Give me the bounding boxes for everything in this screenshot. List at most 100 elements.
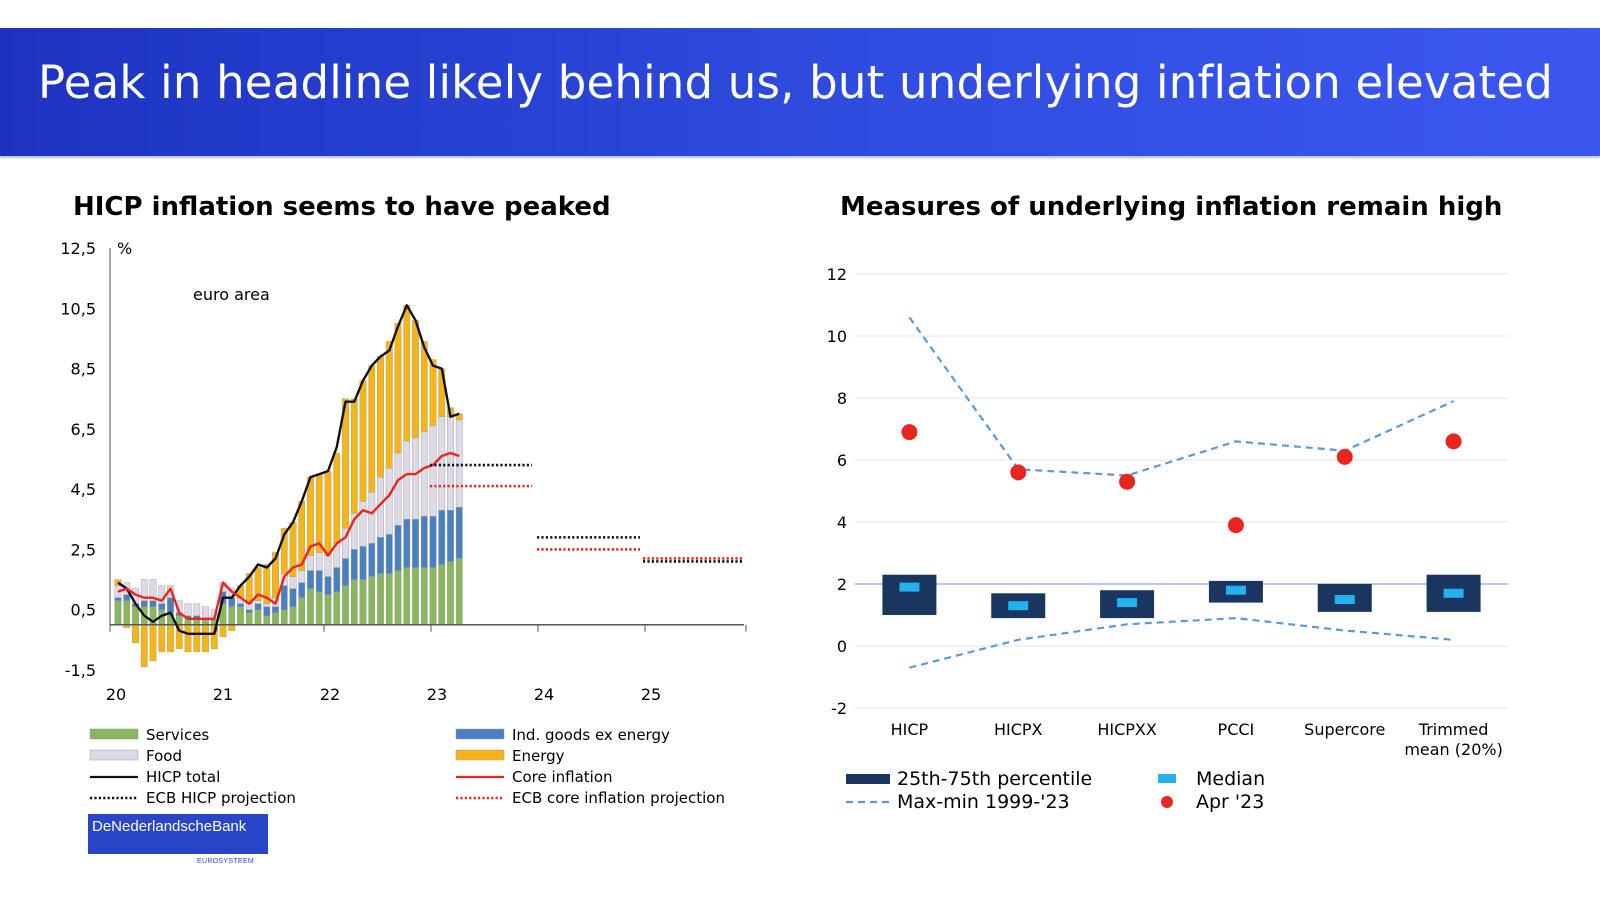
- bar-segment: [254, 567, 262, 601]
- bar-segment: [132, 606, 139, 625]
- y-tick-label: 8: [837, 389, 847, 408]
- euro-area-annotation: euro area: [193, 285, 270, 304]
- apr23-dot: [1445, 433, 1462, 450]
- bar-segment: [237, 603, 244, 607]
- bar-segment: [342, 398, 349, 529]
- line-core-inflation: [117, 451, 460, 620]
- bar-segment: [368, 365, 376, 493]
- legend-label: Core inflation: [512, 768, 613, 786]
- bar-segment: [420, 341, 428, 433]
- y-tick-label: 12: [827, 265, 847, 284]
- bar-segment: [315, 591, 323, 625]
- y-tick-label: 10,5: [60, 299, 96, 318]
- bar-segment: [114, 597, 122, 601]
- legend-label: Apr '23: [1196, 791, 1264, 813]
- legend-label: Ind. goods ex energy: [512, 726, 670, 744]
- y-tick-label: 2: [837, 575, 847, 594]
- bar-segment: [412, 320, 419, 439]
- bar-segment: [429, 516, 437, 568]
- bar-segment: [385, 341, 393, 469]
- bar-segment: [403, 440, 411, 520]
- y-tick-label: 0: [837, 637, 847, 656]
- bar-segment: [149, 579, 157, 601]
- bar-segment: [385, 573, 393, 625]
- bar-segment: [289, 588, 297, 607]
- bar-segment: [149, 600, 157, 607]
- bar-segment: [455, 507, 463, 559]
- right-chart-title: Measures of underlying inflation remain …: [840, 192, 1503, 222]
- apr23-dot: [1119, 473, 1136, 490]
- percentile-box: [882, 574, 937, 615]
- bar-segment: [272, 606, 279, 613]
- bar-segment: [184, 624, 192, 653]
- apr23-dot: [1336, 448, 1353, 465]
- bar-segment: [289, 576, 297, 589]
- legend-swatch: [846, 774, 890, 784]
- median-marker: [1117, 598, 1138, 608]
- bar-segment: [307, 588, 314, 625]
- left-chart-title: HICP inflation seems to have peaked: [73, 192, 611, 222]
- x-tick-label: 25: [641, 685, 661, 704]
- y-tick-label: -1,5: [65, 661, 96, 680]
- line-hicp-total: [117, 304, 460, 635]
- legend-swatch: [89, 749, 139, 761]
- logo-text: DeNederlandscheBank: [92, 818, 247, 835]
- bar-segment: [193, 603, 201, 616]
- bar-segment: [167, 624, 174, 653]
- bar-segment: [455, 419, 463, 508]
- y-tick-label: 6,5: [71, 420, 96, 439]
- bar-segment: [263, 615, 271, 625]
- bar-segment: [385, 467, 393, 535]
- y-tick-label: 4: [837, 513, 847, 532]
- bar-segment: [237, 606, 244, 625]
- bar-segment: [359, 501, 367, 547]
- min-range-line: [909, 616, 1454, 669]
- bar-segment: [342, 558, 349, 586]
- max-range-line: [908, 316, 1455, 477]
- bar-segment: [429, 425, 437, 517]
- bar-segment: [333, 452, 341, 544]
- bar-segment: [254, 600, 262, 604]
- bar-segment: [228, 597, 236, 607]
- bar-segment: [123, 600, 131, 625]
- legend-label: 25th-75th percentile: [897, 768, 1092, 790]
- median-marker: [1008, 601, 1029, 611]
- x-tick-label: 23: [427, 685, 447, 704]
- bar-segment: [202, 624, 209, 653]
- bar-segment: [385, 534, 393, 574]
- bar-segment: [420, 516, 428, 568]
- apr23-dot: [1227, 517, 1244, 534]
- apr23-dot: [1010, 464, 1027, 481]
- median-marker: [899, 582, 920, 592]
- bar-segment: [350, 398, 358, 514]
- legend-swatch: [455, 728, 505, 740]
- y-tick-label: 2,5: [71, 540, 96, 559]
- bar-segment: [368, 576, 376, 625]
- y-tick-label: 10: [827, 327, 847, 346]
- bar-segment: [438, 510, 446, 565]
- title-banner: Peak in headline likely behind us, but u…: [0, 28, 1600, 156]
- bar-segment: [140, 579, 148, 601]
- bar-segment: [114, 579, 122, 586]
- category-label: Trimmed: [1418, 720, 1489, 739]
- bar-segment: [158, 624, 166, 653]
- bar-segment: [263, 564, 271, 604]
- bar-segment: [412, 567, 419, 625]
- x-tick-label: 21: [213, 685, 233, 704]
- bar-segment: [377, 537, 384, 574]
- category-label: Supercore: [1304, 720, 1385, 739]
- bar-segment: [342, 585, 349, 625]
- bar-segment: [403, 567, 411, 625]
- bar-segment: [158, 603, 166, 610]
- bar-segment: [132, 624, 139, 644]
- bar-segment: [324, 555, 332, 577]
- bar-segment: [394, 525, 402, 571]
- bar-segment: [333, 591, 341, 625]
- x-tick-label: 20: [106, 685, 126, 704]
- bar-segment: [438, 564, 446, 625]
- legend-swatch: [1158, 774, 1176, 783]
- bar-segment: [350, 549, 358, 580]
- hicp-chart: 12,5 10,5 8,5 6,5 4,5 2,5 0,5 -1,5% euro area 20 2…: [60, 239, 747, 807]
- bar-segment: [167, 597, 174, 613]
